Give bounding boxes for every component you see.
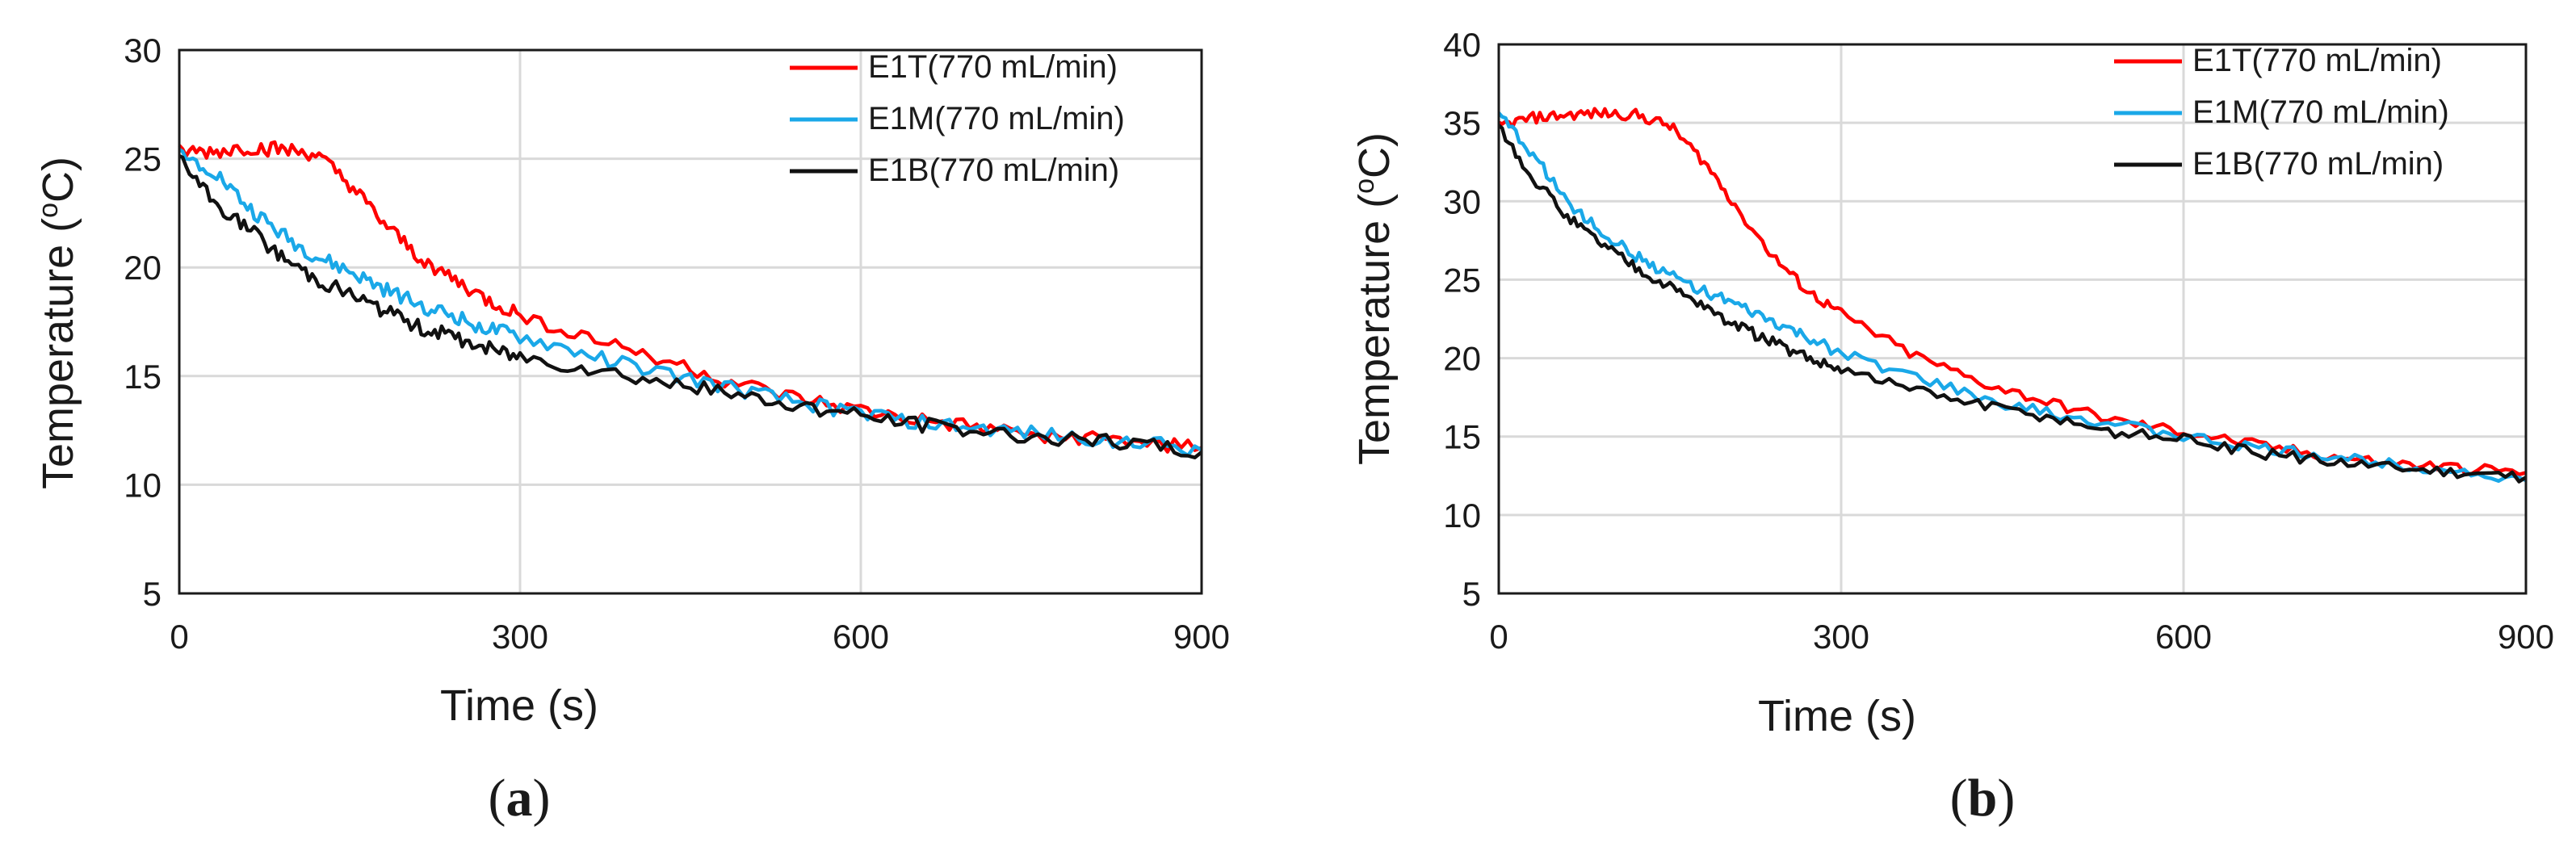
chart-a-legend-label: E1B(770 mL/min) xyxy=(868,153,1119,188)
chart-b-y-tick-label: 40 xyxy=(1443,26,1481,64)
chart-a-y-axis-title: Temperature (oC) xyxy=(33,157,82,489)
chart-b-legend-label: E1T(770 mL/min) xyxy=(2192,43,2442,78)
chart-a-y-tick-label: 30 xyxy=(124,31,162,69)
chart-b-series-line xyxy=(1497,111,2527,484)
chart-a-series-line xyxy=(178,148,1203,458)
chart-a-panel-label: (a) xyxy=(489,769,551,828)
chart-a-x-tick-label: 900 xyxy=(1173,618,1230,656)
chart-a-y-tick-label: 20 xyxy=(124,249,162,287)
chart-b-grid xyxy=(1499,44,2526,593)
chart-b-legend-label: E1M(770 mL/min) xyxy=(2192,94,2449,130)
chart-a-legend: E1T(770 mL/min) E1M(770 mL/min) E1B(770 mL… xyxy=(790,49,1125,188)
chart-b-panel-label: (b) xyxy=(1950,769,2016,828)
chart-a-plot-frame xyxy=(178,48,1203,595)
chart-b-x-axis-title: Time (s) xyxy=(1758,692,1916,740)
chart-b-legend-label: E1B(770 mL/min) xyxy=(2192,146,2444,182)
chart-a-x-axis-title: Time (s) xyxy=(440,681,598,730)
chart-b-y-tick-label: 30 xyxy=(1443,182,1481,220)
chart-a-grid xyxy=(179,50,1202,593)
chart-a-x-tick-label: 0 xyxy=(170,618,188,656)
chart-b-legend: E1T(770 mL/min) E1M(770 mL/min) E1B(770 mL… xyxy=(2114,43,2449,182)
chart-a-series-line xyxy=(178,154,1203,459)
chart-b-y-tick-label: 5 xyxy=(1462,575,1481,613)
chart-a-x-tick-label: 300 xyxy=(492,618,548,656)
chart-b-y-tick-label: 10 xyxy=(1443,497,1481,534)
chart-a-series-line xyxy=(178,140,1202,454)
chart-b-x-tick-label: 0 xyxy=(1489,618,1508,656)
chart-b-y-tick-label: 25 xyxy=(1443,261,1481,299)
chart-a-x-tick-labels: 0 300 600 900 xyxy=(170,618,1230,656)
chart-a-y-tick-labels: 5 10 15 20 25 30 xyxy=(124,31,162,613)
chart-a-x-tick-label: 600 xyxy=(833,618,889,656)
chart-b-plot-frame xyxy=(1497,43,2528,595)
chart-b-y-tick-label: 35 xyxy=(1443,104,1481,142)
chart-a-y-tick-label: 10 xyxy=(124,466,162,504)
chart-a-y-tick-label: 5 xyxy=(143,575,162,613)
chart-b-y-tick-label: 15 xyxy=(1443,418,1481,456)
chart-b-series-line xyxy=(1497,124,2528,484)
chart-a-legend-label: E1M(770 mL/min) xyxy=(868,101,1125,136)
chart-b-y-tick-labels: 5 10 15 20 25 30 35 40 xyxy=(1443,26,1481,613)
chart-b-x-tick-label: 300 xyxy=(1813,618,1869,656)
chart-b-x-tick-label: 600 xyxy=(2155,618,2212,656)
chart-b-x-tick-labels: 0 300 600 900 xyxy=(1489,618,2554,656)
chart-a-y-tick-label: 25 xyxy=(124,140,162,178)
chart-b: 5 10 15 20 25 30 35 40 0 300 600 900 E1T(770 mL/mi… xyxy=(1349,26,2554,828)
chart-b-x-tick-label: 900 xyxy=(2498,618,2554,656)
chart-a-legend-label: E1T(770 mL/min) xyxy=(868,49,1118,85)
chart-b-series-group xyxy=(1497,107,2528,484)
chart-b-y-tick-label: 20 xyxy=(1443,340,1481,378)
chart-a-y-tick-label: 15 xyxy=(124,358,162,396)
chart-b-y-axis-title: Temperature (oC) xyxy=(1349,132,1399,465)
chart-a-series-group xyxy=(178,140,1203,459)
